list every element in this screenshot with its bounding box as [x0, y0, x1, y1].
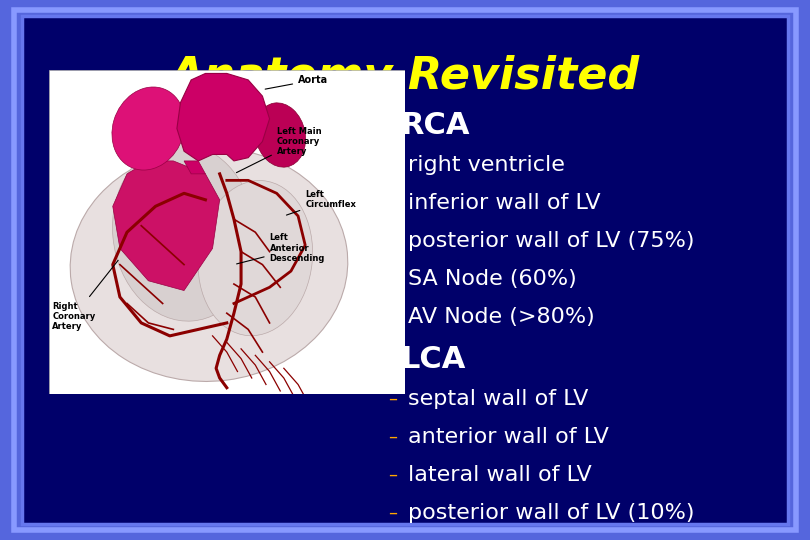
- Text: anterior wall of LV: anterior wall of LV: [408, 427, 609, 447]
- Text: Aorta: Aorta: [265, 75, 328, 89]
- Text: AV Node (>80%): AV Node (>80%): [408, 307, 595, 327]
- Text: right ventricle: right ventricle: [408, 155, 565, 175]
- Text: Anatomy Revisited: Anatomy Revisited: [170, 55, 640, 98]
- Polygon shape: [184, 161, 206, 174]
- FancyBboxPatch shape: [22, 16, 788, 524]
- Text: Left Main
Coronary
Artery: Left Main Coronary Artery: [237, 126, 322, 173]
- Text: –: –: [389, 232, 398, 250]
- Ellipse shape: [112, 87, 185, 170]
- Text: –: –: [389, 428, 398, 446]
- Text: LCA: LCA: [400, 345, 466, 374]
- Ellipse shape: [255, 103, 305, 167]
- Text: Left
Circumflex: Left Circumflex: [287, 190, 356, 215]
- Text: SA Node (60%): SA Node (60%): [408, 269, 577, 289]
- Text: –: –: [389, 504, 398, 522]
- Ellipse shape: [113, 143, 255, 321]
- Text: –: –: [389, 390, 398, 408]
- Text: ●: ●: [375, 349, 394, 369]
- Ellipse shape: [70, 148, 347, 381]
- Text: –: –: [389, 308, 398, 326]
- Text: posterior wall of LV (75%): posterior wall of LV (75%): [408, 231, 694, 251]
- Text: ●: ●: [375, 115, 394, 135]
- Text: inferior wall of LV: inferior wall of LV: [408, 193, 601, 213]
- Text: lateral wall of LV: lateral wall of LV: [408, 465, 592, 485]
- Text: posterior wall of LV (10%): posterior wall of LV (10%): [408, 503, 694, 523]
- Ellipse shape: [198, 180, 313, 336]
- Polygon shape: [177, 73, 270, 161]
- Text: Left
Anterior
Descending: Left Anterior Descending: [237, 233, 325, 264]
- Text: septal wall of LV: septal wall of LV: [408, 389, 588, 409]
- Text: Right
Coronary
Artery: Right Coronary Artery: [52, 260, 118, 332]
- Polygon shape: [113, 161, 220, 291]
- Text: RCA: RCA: [400, 111, 470, 139]
- FancyBboxPatch shape: [49, 70, 405, 394]
- Text: –: –: [389, 466, 398, 484]
- Text: –: –: [389, 194, 398, 212]
- Text: –: –: [389, 156, 398, 174]
- Text: –: –: [389, 270, 398, 288]
